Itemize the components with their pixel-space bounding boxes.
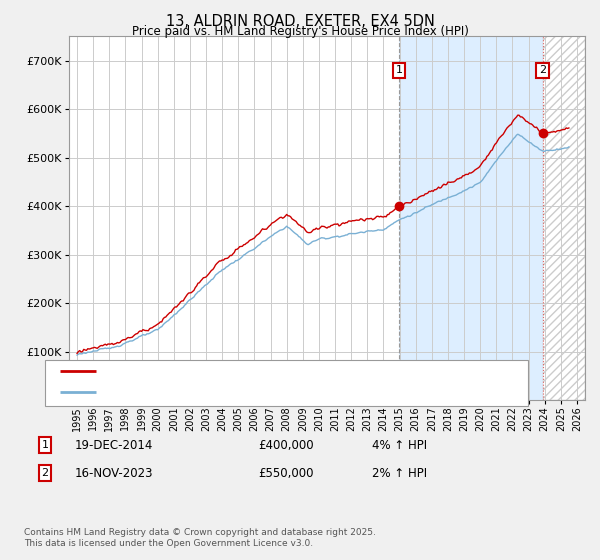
Text: £550,000: £550,000 xyxy=(258,466,314,480)
Text: 13, ALDRIN ROAD, EXETER, EX4 5DN (detached house): 13, ALDRIN ROAD, EXETER, EX4 5DN (detach… xyxy=(105,366,391,376)
Text: 2% ↑ HPI: 2% ↑ HPI xyxy=(372,466,427,480)
Text: 2: 2 xyxy=(41,468,49,478)
Bar xyxy=(543,36,585,400)
Text: 1: 1 xyxy=(395,66,403,76)
Text: 19-DEC-2014: 19-DEC-2014 xyxy=(75,438,154,452)
Text: Contains HM Land Registry data © Crown copyright and database right 2025.
This d: Contains HM Land Registry data © Crown c… xyxy=(24,528,376,548)
Text: £400,000: £400,000 xyxy=(258,438,314,452)
Text: 1: 1 xyxy=(41,440,49,450)
Text: 2: 2 xyxy=(539,66,547,76)
Text: HPI: Average price, detached house, Exeter: HPI: Average price, detached house, Exet… xyxy=(105,387,331,397)
Bar xyxy=(399,36,543,400)
Text: 13, ALDRIN ROAD, EXETER, EX4 5DN: 13, ALDRIN ROAD, EXETER, EX4 5DN xyxy=(166,14,434,29)
Text: 16-NOV-2023: 16-NOV-2023 xyxy=(75,466,154,480)
Text: 4% ↑ HPI: 4% ↑ HPI xyxy=(372,438,427,452)
Text: Price paid vs. HM Land Registry's House Price Index (HPI): Price paid vs. HM Land Registry's House … xyxy=(131,25,469,38)
